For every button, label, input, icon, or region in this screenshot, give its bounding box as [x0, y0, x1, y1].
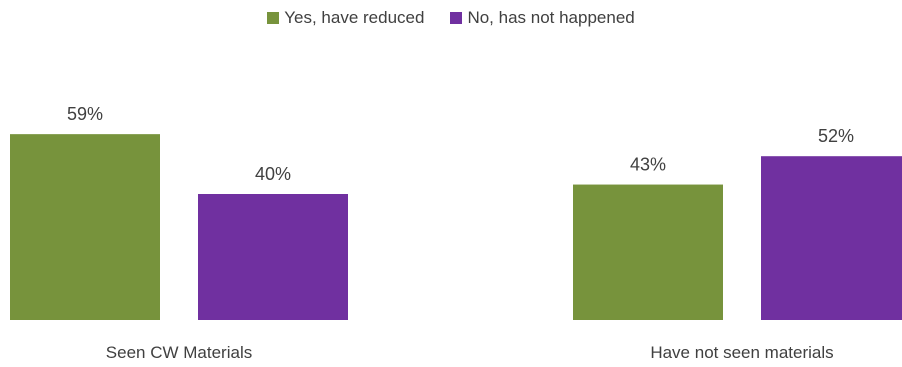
bar-yes-1 [573, 184, 723, 320]
bar-no-0 [198, 194, 348, 320]
legend-label-no: No, has not happened [467, 8, 635, 27]
legend-swatch-yes [267, 12, 280, 24]
bar-yes-0 [10, 134, 160, 320]
legend-item-yes: Yes, have reduced [267, 8, 424, 28]
category-label-1: Have not seen materials [650, 343, 833, 362]
legend-label-yes: Yes, have reduced [284, 8, 425, 27]
chart-legend: Yes, have reduced No, has not happened [0, 8, 902, 28]
bar-no-1 [761, 156, 902, 320]
legend-swatch-no [450, 12, 463, 24]
data-label-no-1: 52% [818, 126, 854, 146]
data-label-yes-0: 59% [67, 104, 103, 124]
category-label-0: Seen CW Materials [106, 343, 252, 362]
data-label-yes-1: 43% [630, 155, 666, 175]
legend-item-no: No, has not happened [450, 8, 635, 28]
data-label-no-0: 40% [255, 164, 291, 184]
